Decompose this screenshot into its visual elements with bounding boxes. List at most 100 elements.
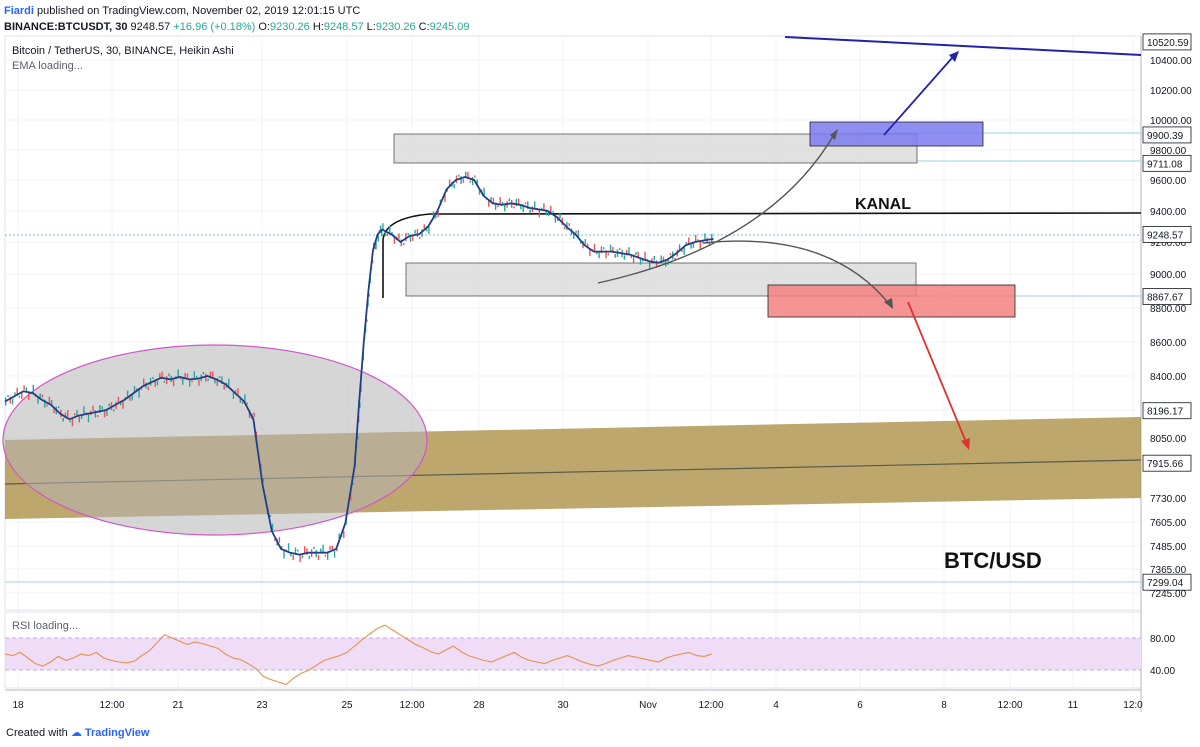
candle bbox=[642, 258, 644, 262]
bear-arrow-head bbox=[961, 438, 970, 450]
candle bbox=[11, 398, 14, 405]
candle bbox=[607, 253, 609, 256]
candle bbox=[336, 548, 338, 552]
candle bbox=[186, 373, 189, 378]
candle bbox=[124, 397, 126, 399]
pair-label[interactable]: BTC/USD bbox=[944, 548, 1042, 573]
candle bbox=[649, 261, 651, 269]
candle bbox=[101, 406, 103, 410]
candle bbox=[547, 212, 550, 216]
candle bbox=[166, 376, 168, 385]
candle bbox=[317, 554, 320, 560]
candle bbox=[99, 405, 101, 413]
candle bbox=[598, 252, 600, 259]
high-label: H: bbox=[312, 21, 324, 33]
price-tag: 7299.04 bbox=[1142, 573, 1192, 591]
candle bbox=[593, 243, 596, 252]
candle bbox=[92, 405, 94, 411]
time-tick-label: 30 bbox=[557, 700, 569, 711]
candle bbox=[106, 409, 108, 416]
candle bbox=[699, 241, 701, 250]
kanal-line[interactable] bbox=[382, 212, 1142, 298]
price-tags: 10520.59 9900.39 9711.08 9248.57 8867.67 8196… bbox=[1142, 33, 1192, 591]
upper-trendline[interactable] bbox=[784, 36, 1142, 56]
candle bbox=[331, 545, 333, 552]
chart-legend: Bitcoin / TetherUS, 30, BINANCE, Heikin … bbox=[12, 44, 234, 74]
tradingview-brand[interactable]: TradingView bbox=[84, 727, 150, 739]
candle bbox=[409, 235, 412, 242]
candle bbox=[212, 371, 214, 378]
candle bbox=[218, 376, 221, 379]
time-tick-label: 6 bbox=[857, 700, 863, 711]
price-axis[interactable]: 10400.00 10200.00 10000.00 9800.00 9600.00 94… bbox=[1150, 56, 1192, 600]
price-tick-label: 9800.00 bbox=[1150, 146, 1187, 157]
bull-target-zone[interactable] bbox=[809, 121, 984, 147]
candle bbox=[78, 416, 80, 423]
candle bbox=[465, 171, 467, 178]
candle bbox=[444, 194, 446, 203]
ema-status: EMA loading... bbox=[12, 60, 83, 72]
candle bbox=[283, 550, 285, 559]
time-tick-label: 12:00 bbox=[997, 700, 1022, 711]
candle bbox=[391, 232, 393, 235]
tradingview-logo-icon[interactable]: ☁ bbox=[70, 727, 82, 739]
kanal-label[interactable]: KANAL bbox=[855, 196, 911, 213]
candle bbox=[378, 229, 381, 232]
candle bbox=[57, 406, 60, 409]
candle bbox=[80, 415, 83, 420]
candle bbox=[126, 390, 129, 399]
candle bbox=[103, 410, 106, 418]
candle bbox=[379, 225, 382, 233]
price-tag: 9248.57 bbox=[1142, 226, 1192, 243]
price-tag-label: 9900.39 bbox=[1147, 131, 1184, 142]
price-tick-label: 8400.00 bbox=[1150, 372, 1187, 383]
time-tick-label: 28 bbox=[473, 700, 485, 711]
price-tag-label: 8867.67 bbox=[1147, 292, 1184, 303]
author-name[interactable]: Fiardi bbox=[4, 5, 34, 17]
price-tag-box bbox=[1142, 573, 1192, 591]
candle bbox=[416, 229, 419, 237]
consolidation-ellipse[interactable] bbox=[2, 344, 428, 536]
candle bbox=[660, 255, 662, 264]
candle bbox=[290, 552, 292, 557]
price-tick-label: 8050.00 bbox=[1150, 434, 1187, 445]
candle bbox=[39, 393, 41, 400]
time-tick-label: 11 bbox=[1068, 700, 1079, 711]
candle bbox=[504, 205, 506, 212]
candle bbox=[393, 236, 396, 244]
candle bbox=[253, 412, 255, 417]
high-value: 9248.57 bbox=[323, 21, 364, 33]
candle bbox=[603, 247, 605, 250]
candle bbox=[685, 242, 688, 245]
candle bbox=[304, 546, 306, 553]
time-tick-label: 12:00 bbox=[698, 700, 723, 711]
candle bbox=[297, 549, 299, 552]
candle bbox=[299, 554, 301, 563]
candle bbox=[522, 204, 524, 213]
time-axis[interactable]: 18 12:00 21 23 25 12:00 28 30 Nov 12:00 4 6 8 12:00 11… bbox=[12, 700, 1143, 711]
price-tick-label: 9400.00 bbox=[1150, 207, 1187, 218]
candle bbox=[16, 387, 18, 396]
price-tag-box bbox=[1142, 154, 1192, 172]
candle bbox=[129, 397, 131, 401]
candle bbox=[216, 378, 218, 386]
candle bbox=[7, 394, 9, 397]
candle bbox=[628, 247, 630, 255]
candle bbox=[435, 215, 437, 219]
candle bbox=[421, 229, 423, 237]
open-label: O: bbox=[258, 21, 270, 33]
candle bbox=[120, 400, 122, 406]
candle bbox=[25, 387, 28, 393]
price-tick-label: 8800.00 bbox=[1150, 304, 1187, 315]
time-tick-label: 21 bbox=[172, 700, 184, 711]
candle bbox=[483, 187, 485, 196]
candle bbox=[294, 547, 297, 555]
candle bbox=[568, 223, 570, 227]
candle bbox=[214, 379, 216, 384]
candle bbox=[44, 399, 46, 408]
candle bbox=[136, 388, 138, 391]
price-tag-box bbox=[1142, 126, 1192, 144]
candle bbox=[329, 546, 331, 550]
candle bbox=[83, 406, 85, 415]
